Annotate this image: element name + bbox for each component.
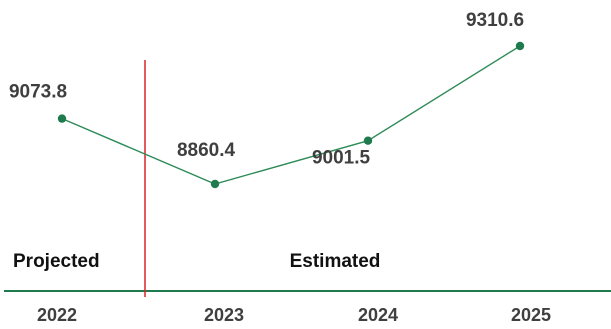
region-label-estimated: Estimated bbox=[290, 251, 381, 272]
data-label-2024: 9001.5 bbox=[312, 148, 371, 169]
data-point-2025 bbox=[515, 41, 525, 51]
data-label-2025: 9310.6 bbox=[466, 10, 524, 31]
data-point-2024 bbox=[363, 136, 373, 145]
series-line bbox=[61, 45, 521, 185]
series-layer bbox=[4, 41, 611, 297]
data-point-2023 bbox=[210, 179, 220, 189]
data-label-2022: 9073.8 bbox=[9, 82, 67, 103]
region-label-projected: Projected bbox=[13, 251, 100, 272]
data-label-2023: 8860.4 bbox=[177, 140, 236, 161]
data-point-2022 bbox=[57, 114, 67, 123]
x-tick-label-2025: 2025 bbox=[511, 305, 551, 325]
x-tick-label-2024: 2024 bbox=[358, 305, 398, 325]
x-tick-label-2022: 2022 bbox=[37, 305, 77, 325]
x-tick-label-2023: 2023 bbox=[204, 305, 244, 325]
label-layer: 9073.8 8860.4 9001.5 9310.6 2022 2023 2024 2025… bbox=[9, 10, 551, 325]
